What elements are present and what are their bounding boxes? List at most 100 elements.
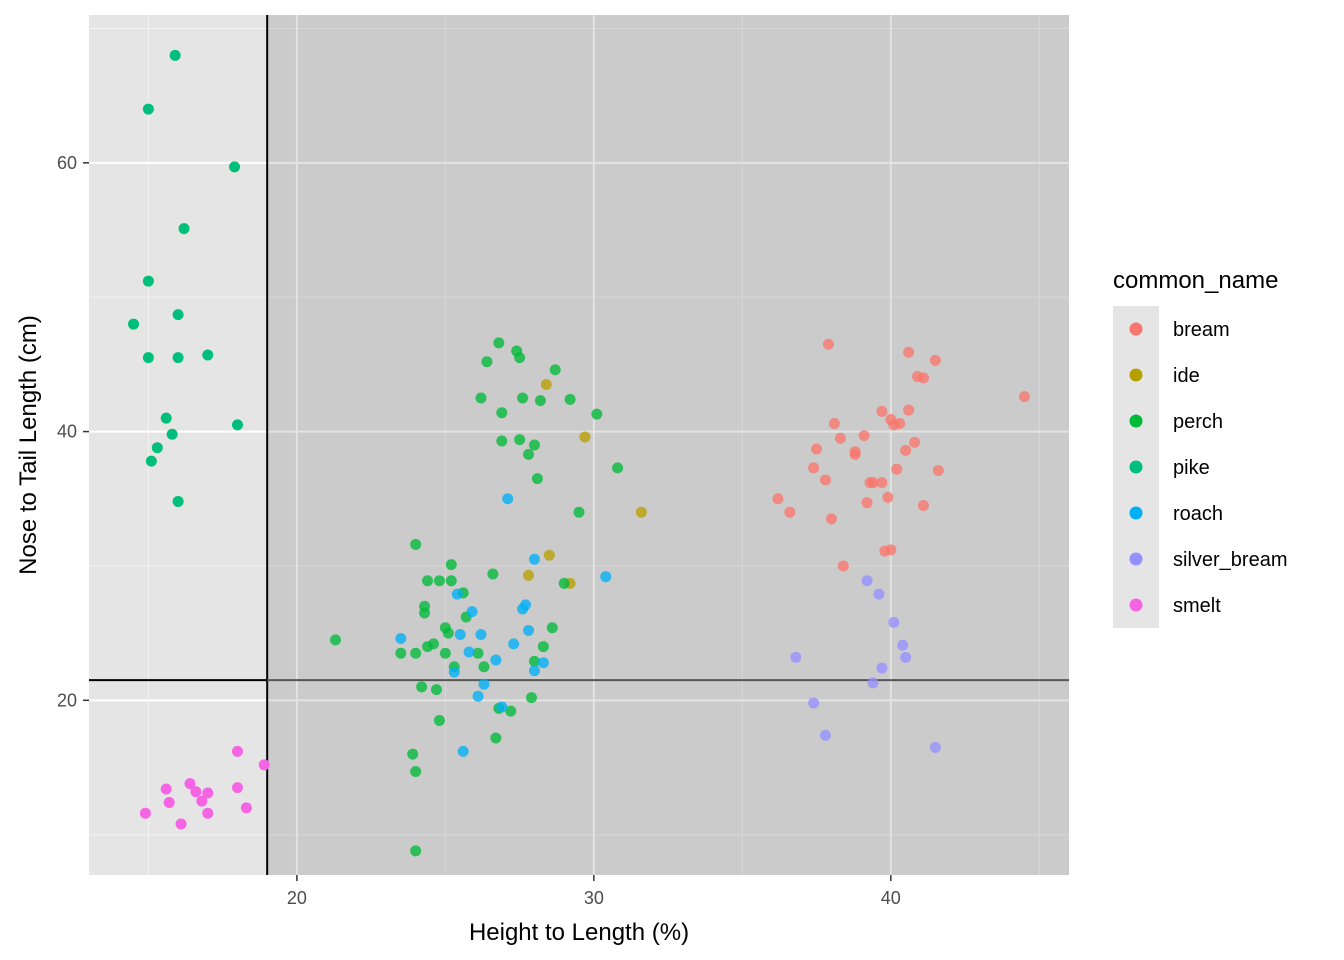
x-tick-label: 30: [584, 888, 604, 908]
data-point-bream: [772, 493, 784, 505]
data-point-roach: [523, 624, 535, 636]
data-point-bream: [903, 346, 915, 358]
data-point-pike: [169, 49, 181, 61]
data-point-perch: [329, 634, 341, 646]
data-point-roach: [600, 571, 612, 583]
x-axis: 20 30 40: [287, 875, 901, 908]
data-point-bream: [811, 443, 823, 455]
data-point-smelt: [202, 807, 214, 819]
data-point-perch: [490, 732, 502, 744]
data-point-silver_bream: [929, 741, 941, 753]
data-point-perch: [445, 559, 457, 571]
data-point-perch: [433, 714, 445, 726]
data-point-silver_bream: [900, 651, 912, 663]
legend-label-pike: pike: [1173, 457, 1210, 479]
data-point-perch: [528, 655, 540, 667]
data-point-smelt: [240, 802, 252, 814]
data-point-perch: [427, 638, 439, 650]
data-point-perch: [523, 448, 535, 460]
x-tick-label: 20: [287, 888, 307, 908]
data-point-bream: [1018, 391, 1030, 403]
data-point-silver_bream: [897, 639, 909, 651]
data-point-pike: [145, 455, 157, 467]
data-point-perch: [416, 681, 428, 693]
y-axis-title: Nose to Tail Length (cm): [15, 315, 42, 575]
data-point-perch: [546, 622, 558, 634]
data-point-roach: [454, 628, 466, 640]
data-point-perch: [410, 845, 422, 857]
data-point-bream: [903, 404, 915, 416]
data-point-bream: [882, 491, 894, 503]
data-point-bream: [917, 372, 929, 384]
data-point-smelt: [231, 745, 243, 757]
data-point-bream: [929, 354, 941, 366]
data-point-perch: [534, 395, 546, 407]
data-point-bream: [891, 463, 903, 475]
data-point-roach: [520, 599, 532, 611]
data-point-perch: [487, 568, 499, 580]
data-point-silver_bream: [876, 662, 888, 674]
data-point-roach: [528, 553, 540, 565]
y-tick-label: 20: [57, 690, 77, 710]
y-axis: 20 40 60: [57, 153, 89, 710]
data-point-perch: [573, 506, 585, 518]
data-point-ide: [543, 549, 555, 561]
minor-gridlines: [89, 15, 1069, 875]
data-point-smelt: [184, 778, 196, 790]
data-point-roach: [463, 646, 475, 658]
data-point-perch: [475, 392, 487, 404]
data-point-roach: [496, 701, 508, 713]
legend-key-ide: [1129, 368, 1143, 382]
data-point-perch: [514, 352, 526, 364]
data-point-perch: [564, 393, 576, 405]
data-point-perch: [496, 435, 508, 447]
data-point-smelt: [160, 783, 172, 795]
data-point-perch: [422, 575, 434, 587]
data-point-roach: [472, 690, 484, 702]
data-point-bream: [932, 465, 944, 477]
data-point-pike: [229, 161, 241, 173]
data-point-roach: [508, 638, 520, 650]
legend-key-silver_bream: [1129, 552, 1143, 566]
data-point-pike: [160, 412, 172, 424]
data-point-perch: [493, 337, 505, 349]
data-point-pike: [172, 495, 184, 507]
legend-label-roach: roach: [1173, 503, 1223, 525]
data-point-bream: [819, 474, 831, 486]
data-points: [128, 49, 1030, 857]
data-point-bream: [828, 418, 840, 429]
data-point-bream: [876, 477, 888, 489]
data-point-perch: [612, 462, 624, 474]
data-point-silver_bream: [873, 588, 885, 600]
data-point-perch: [496, 407, 508, 419]
data-point-pike: [142, 275, 154, 287]
data-point-roach: [490, 654, 502, 666]
data-point-perch: [517, 392, 529, 404]
data-point-perch: [410, 538, 422, 550]
data-point-perch: [558, 577, 570, 589]
legend-key-smelt: [1129, 598, 1143, 612]
data-point-roach: [537, 657, 549, 669]
data-point-ide: [635, 506, 647, 518]
data-point-roach: [451, 588, 463, 600]
data-point-perch: [410, 647, 422, 659]
legend-label-smelt: smelt: [1173, 595, 1221, 617]
data-point-roach: [528, 665, 540, 677]
data-point-bream: [784, 506, 796, 518]
data-point-bream: [858, 430, 870, 442]
data-point-perch: [419, 607, 431, 619]
data-point-pike: [128, 318, 140, 330]
data-point-silver_bream: [808, 697, 820, 709]
data-point-pike: [172, 309, 184, 321]
data-point-pike: [151, 442, 163, 454]
data-point-pike: [142, 103, 154, 115]
legend-label-bream: bream: [1173, 319, 1230, 341]
data-point-smelt: [196, 795, 208, 807]
data-point-silver_bream: [790, 651, 802, 663]
data-point-perch: [410, 766, 422, 778]
data-point-perch: [591, 408, 603, 420]
data-point-silver_bream: [888, 616, 900, 628]
legend-title: common_name: [1113, 267, 1278, 294]
legend: common_name bream ide perch pike roach silver…: [1113, 267, 1287, 628]
